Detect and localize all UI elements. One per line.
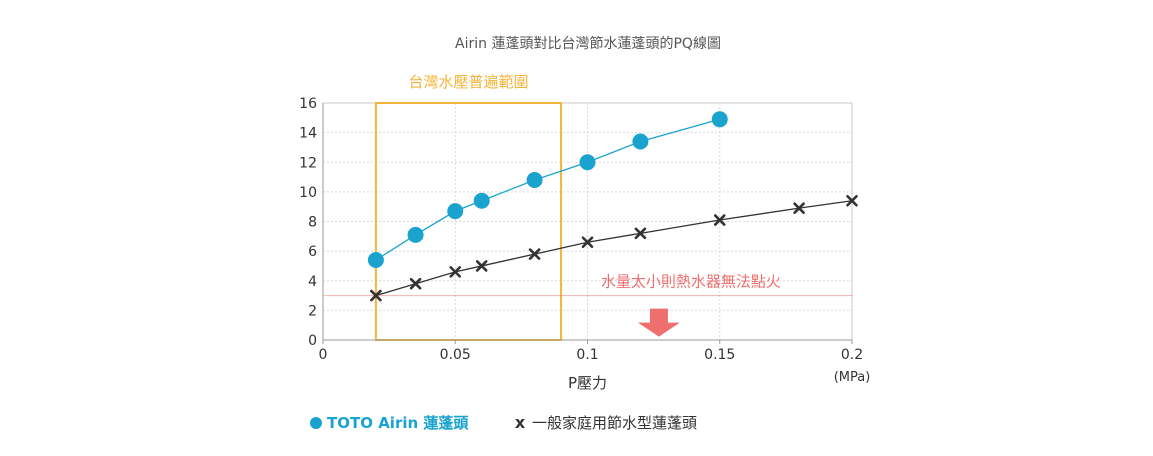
- y-tick-label: 14: [299, 126, 317, 142]
- data-point-airin: [632, 133, 649, 150]
- data-point-airin: [711, 111, 728, 128]
- x-marker-stroke: [449, 266, 462, 278]
- y-tick-label: 2: [308, 303, 317, 319]
- legend-label-standard: 一般家庭用節水型蓮蓬頭: [532, 414, 697, 432]
- data-point-airin: [447, 203, 464, 220]
- series-layer: [367, 111, 858, 302]
- data-point-standard: [634, 227, 647, 240]
- data-point-standard: [449, 266, 462, 278]
- grid-layer: [323, 102, 852, 340]
- data-point-standard: [581, 236, 594, 249]
- x-marker-stroke: [581, 236, 594, 249]
- x-marker-stroke: [634, 227, 647, 240]
- x-tick-label: 0.1: [576, 347, 598, 363]
- y-tick-label: 0: [308, 333, 317, 349]
- x-axis-label: P壓力: [568, 374, 607, 392]
- ignition-threshold-label: 水量太小則熱水器無法點火: [601, 273, 781, 291]
- x-marker-stroke: [370, 289, 382, 302]
- data-point-standard: [409, 277, 422, 290]
- data-point-standard: [846, 194, 858, 207]
- x-marker-stroke: [528, 248, 541, 260]
- y-tick-label: 12: [299, 155, 317, 171]
- x-marker-stroke: [713, 214, 726, 226]
- legend-circle-icon: [310, 417, 322, 429]
- chart-title: Airin 蓮蓬頭對比台灣節水蓮蓬頭的PQ線圖: [455, 35, 721, 52]
- annotation-layer: 台灣水壓普遍範圍 水量太小則熱水器無法點火: [323, 73, 852, 341]
- x-marker-stroke: [846, 194, 858, 207]
- series-line-0: [375, 118, 720, 261]
- axes-layer: 0 2 4 6 8 10 12 14 16 0 0.05 0.1 0.15 0.2: [299, 96, 863, 363]
- data-point-airin: [579, 154, 596, 171]
- data-point-standard: [528, 248, 541, 260]
- data-point-standard: [713, 214, 726, 226]
- y-tick-label: 8: [308, 215, 317, 231]
- x-tick-label: 0.15: [704, 347, 735, 363]
- down-arrow-icon: [637, 308, 680, 337]
- y-tick-label: 4: [308, 274, 317, 290]
- legend: TOTO Airin 蓮蓬頭 x 一般家庭用節水型蓮蓬頭: [310, 413, 697, 432]
- legend-x-icon: x: [515, 413, 526, 432]
- y-tick-label: 16: [299, 96, 317, 112]
- series-line-1: [375, 200, 853, 297]
- x-axis-unit: (MPa): [834, 370, 871, 385]
- x-marker-stroke: [409, 277, 422, 290]
- data-point-standard: [793, 202, 805, 214]
- data-point-standard: [370, 289, 382, 302]
- y-tick-label: 10: [299, 185, 317, 201]
- x-marker-stroke: [475, 260, 488, 272]
- x-tick-label: 0.05: [440, 347, 471, 363]
- data-point-airin: [526, 172, 543, 189]
- data-point-airin: [367, 252, 384, 269]
- water-pressure-range-label: 台灣水壓普遍範圍: [408, 73, 528, 91]
- data-point-airin: [473, 192, 490, 209]
- x-tick-label: 0.2: [841, 347, 863, 363]
- y-tick-label: 6: [308, 244, 317, 260]
- x-marker-stroke: [793, 202, 805, 214]
- data-point-standard: [475, 260, 488, 272]
- data-point-airin: [407, 226, 424, 243]
- x-tick-label: 0: [319, 347, 328, 363]
- legend-label-airin: TOTO Airin 蓮蓬頭: [327, 414, 469, 432]
